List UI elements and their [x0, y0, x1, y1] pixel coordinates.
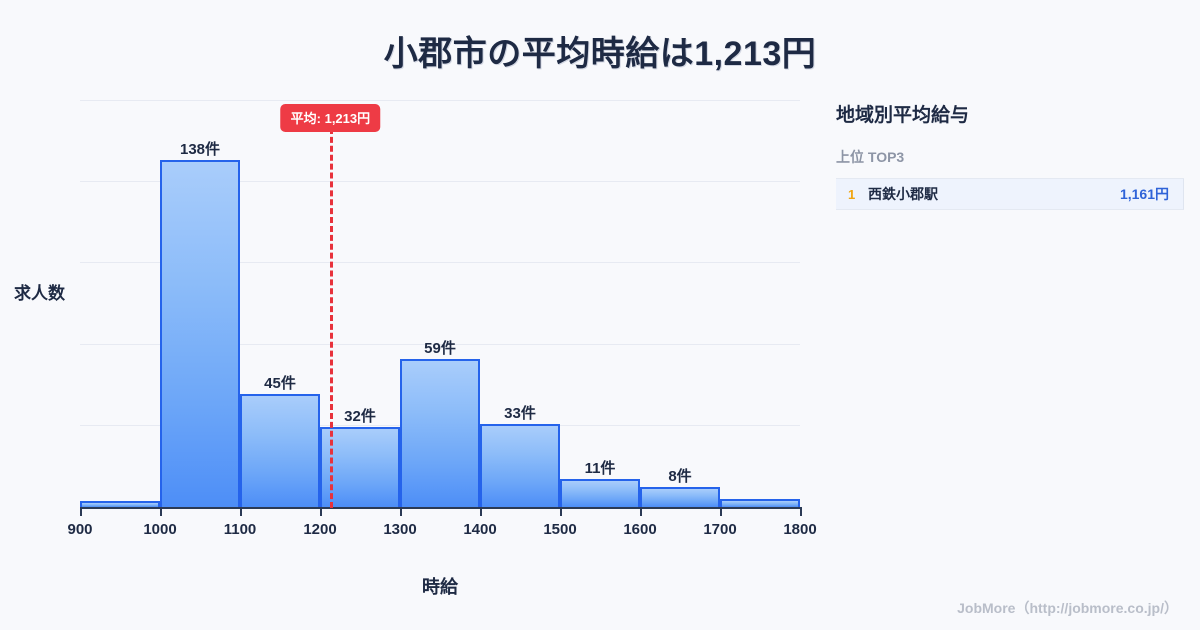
bar [400, 358, 480, 507]
x-tick [560, 507, 562, 516]
x-tick-label: 1600 [623, 521, 657, 538]
panel-subtitle: 上位 TOP3 [836, 149, 905, 165]
bar [80, 501, 160, 507]
ranking-area-name: 西鉄小郡駅 [868, 186, 938, 202]
bar-value-label: 138件 [179, 141, 221, 159]
bar-value-label: 45件 [264, 374, 296, 392]
bar-value-label: 33件 [504, 405, 536, 423]
bar-value-label: 59件 [424, 339, 456, 357]
x-tick-label: 1100 [223, 521, 257, 538]
page-title: 小郡市の平均時給は1,213円 [383, 35, 817, 73]
bar-series [80, 100, 800, 507]
bar-value-label: 11件 [584, 460, 616, 478]
x-axis-line [80, 507, 801, 509]
x-tick-label: 1700 [703, 521, 737, 538]
gridline [80, 100, 800, 101]
bar-value-label: 8件 [668, 467, 692, 485]
x-tick-label: 1800 [783, 521, 817, 538]
average-badge: 平均: 1,213円 [280, 104, 381, 132]
bar [640, 486, 720, 507]
ranking-row: 1 西鉄小郡駅 1,161円 [836, 179, 1184, 210]
x-tick-label: 1200 [303, 521, 337, 538]
x-tick [320, 507, 322, 516]
ranking-list: 1 西鉄小郡駅 1,161円 [836, 178, 1184, 210]
ranking-wage-value: 1,161円 [1119, 186, 1169, 202]
x-tick-label: 1500 [543, 521, 577, 538]
x-tick-label: 1300 [383, 521, 417, 538]
x-tick [800, 507, 802, 516]
bar [480, 424, 560, 507]
gridline [80, 344, 800, 345]
x-tick [80, 507, 82, 516]
region-average-panel: 地域別平均給与 上位 TOP3 1 西鉄小郡駅 1,161円 [836, 100, 1184, 210]
ranking-position: 1 [848, 186, 856, 202]
x-tick [480, 507, 482, 516]
average-line [330, 128, 334, 508]
panel-title: 地域別平均給与 [836, 105, 970, 126]
y-axis-title: 求人数 [14, 284, 65, 303]
x-tick-label: 900 [67, 521, 93, 538]
gridline [80, 262, 800, 263]
x-tick [160, 507, 162, 516]
bar [160, 160, 240, 507]
x-tick [720, 507, 722, 516]
x-tick [240, 507, 242, 516]
bar [240, 393, 320, 507]
x-tick-label: 1400 [463, 521, 497, 538]
x-tick [400, 507, 402, 516]
histogram-chart: 138件 45件 32件 59件 33件 11件 8件 900 1000 1100 1200 130… [14, 100, 817, 597]
gridline [80, 181, 800, 182]
plot-area [80, 100, 800, 507]
x-tick-label: 1000 [143, 521, 177, 538]
bar [720, 499, 800, 507]
bar-value-label: 32件 [344, 407, 376, 425]
bar [560, 479, 640, 507]
x-axis-title: 時給 [422, 577, 458, 597]
watermark-footer: JobMore（http://jobmore.co.jp/） [957, 600, 1178, 616]
x-tick [640, 507, 642, 516]
